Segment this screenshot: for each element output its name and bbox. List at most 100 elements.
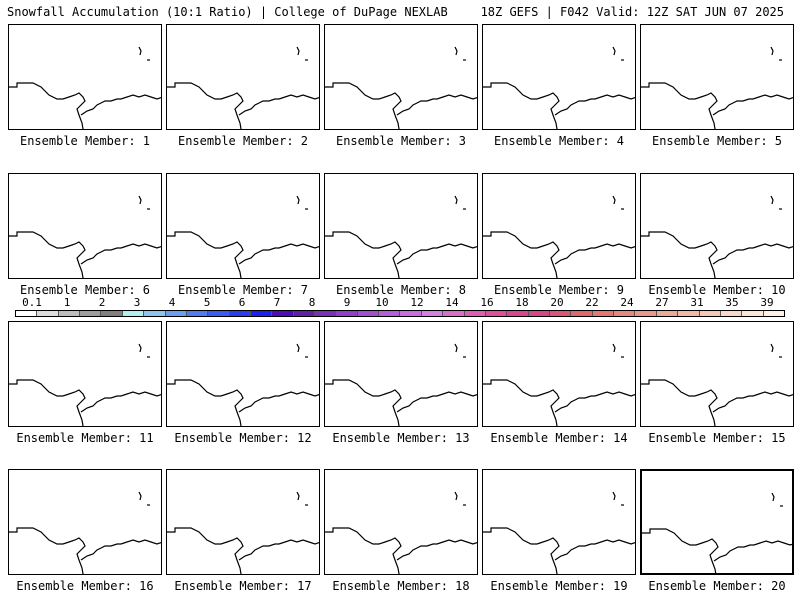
ensemble-member-label: Ensemble Member: 20 <box>648 579 786 593</box>
colorbar-swatch <box>421 311 444 316</box>
ensemble-member-panel[interactable] <box>640 24 794 130</box>
ensemble-member-label: Ensemble Member: 4 <box>493 134 625 148</box>
ensemble-member-panel[interactable] <box>8 173 162 279</box>
ensemble-member-panel[interactable] <box>482 173 636 279</box>
ensemble-member-label: Ensemble Member: 17 <box>174 579 312 593</box>
ensemble-member-panel[interactable] <box>166 321 320 427</box>
colorbar-swatch <box>16 311 38 316</box>
ensemble-member-label: Ensemble Member: 11 <box>16 431 154 445</box>
colorbar-tick-label: 2 <box>98 296 106 309</box>
ensemble-member-panel[interactable] <box>166 469 320 575</box>
colorbar-swatch <box>37 311 59 316</box>
coastline-map <box>483 491 635 574</box>
coastline-map <box>325 343 477 426</box>
chart-title: Snowfall Accumulation (10:1 Ratio) | Col… <box>7 5 448 19</box>
coastline-map <box>641 195 793 278</box>
ensemble-member-label: Ensemble Member: 13 <box>332 431 470 445</box>
colorbar-tick-label: 24 <box>620 296 634 309</box>
ensemble-member-label: Ensemble Member: 5 <box>651 134 783 148</box>
coastline-map <box>325 46 477 129</box>
colorbar-swatch <box>614 311 636 316</box>
colorbar-swatch <box>379 311 401 316</box>
colorbar-swatch <box>144 311 166 316</box>
coastline-map <box>642 492 792 573</box>
ensemble-member-panel[interactable] <box>324 469 478 575</box>
colorbar-swatch <box>400 311 422 316</box>
ensemble-member-panel[interactable] <box>640 469 794 575</box>
coastline-map <box>9 46 161 129</box>
coastline-map <box>9 491 161 574</box>
colorbar-swatch <box>528 311 550 316</box>
colorbar-tick-label: 16 <box>480 296 494 309</box>
colorbar-tick-label: 6 <box>238 296 246 309</box>
colorbar-swatch <box>80 311 102 316</box>
coastline-map <box>641 46 793 129</box>
colorbar-tick-label: 9 <box>343 296 351 309</box>
colorbar-tick-label: 39 <box>760 296 774 309</box>
colorbar-swatch <box>571 311 593 316</box>
ensemble-member-panel[interactable] <box>482 24 636 130</box>
colorbar-swatch <box>592 311 615 316</box>
coastline-map <box>483 343 635 426</box>
ensemble-member-label: Ensemble Member: 10 <box>648 283 786 297</box>
ensemble-member-panel[interactable] <box>482 321 636 427</box>
ensemble-member-label: Ensemble Member: 16 <box>16 579 154 593</box>
ensemble-member-panel[interactable] <box>324 321 478 427</box>
colorbar-swatch <box>315 311 337 316</box>
colorbar-swatch <box>635 311 657 316</box>
ensemble-member-label: Ensemble Member: 3 <box>335 134 467 148</box>
ensemble-member-panel[interactable] <box>482 469 636 575</box>
colorbar-swatch <box>763 311 784 316</box>
colorbar-swatch <box>656 311 679 316</box>
coastline-map <box>167 195 319 278</box>
colorbar-tick-label: 4 <box>168 296 176 309</box>
ensemble-member-panel[interactable] <box>640 173 794 279</box>
ensemble-member-panel[interactable] <box>640 321 794 427</box>
ensemble-member-panel[interactable] <box>166 173 320 279</box>
colorbar-swatch <box>336 311 358 316</box>
ensemble-member-panel[interactable] <box>8 321 162 427</box>
ensemble-member-label: Ensemble Member: 7 <box>177 283 309 297</box>
coastline-map <box>325 195 477 278</box>
ensemble-member-label: Ensemble Member: 14 <box>490 431 628 445</box>
coastline-map <box>641 343 793 426</box>
colorbar-swatch <box>208 311 230 316</box>
colorbar-tick-label: 18 <box>515 296 529 309</box>
coastline-map <box>483 46 635 129</box>
ensemble-member-label: Ensemble Member: 1 <box>19 134 151 148</box>
snowfall-colorbar <box>15 310 785 317</box>
ensemble-member-label: Ensemble Member: 18 <box>332 579 470 593</box>
run-valid-time: 18Z GEFS | F042 Valid: 12Z SAT JUN 07 20… <box>480 5 784 19</box>
colorbar-swatch <box>720 311 743 316</box>
colorbar-swatch <box>549 311 572 316</box>
ensemble-member-panel[interactable] <box>324 173 478 279</box>
coastline-map <box>167 343 319 426</box>
ensemble-member-label: Ensemble Member: 6 <box>19 283 151 297</box>
colorbar-tick-label: 0.1 <box>22 296 42 309</box>
ensemble-member-panel[interactable] <box>8 469 162 575</box>
ensemble-member-panel[interactable] <box>166 24 320 130</box>
colorbar-tick-label: 3 <box>133 296 141 309</box>
ensemble-member-panel[interactable] <box>324 24 478 130</box>
colorbar-tick-label: 27 <box>655 296 669 309</box>
colorbar-swatch <box>699 311 721 316</box>
coastline-map <box>483 195 635 278</box>
coastline-map <box>167 46 319 129</box>
ensemble-member-label: Ensemble Member: 2 <box>177 134 309 148</box>
colorbar-tick-label: 10 <box>375 296 389 309</box>
colorbar-swatch <box>186 311 209 316</box>
colorbar-tick-label: 31 <box>690 296 704 309</box>
colorbar-tick-label: 7 <box>273 296 281 309</box>
coastline-map <box>325 491 477 574</box>
colorbar-swatch <box>272 311 294 316</box>
colorbar-swatch <box>678 311 700 316</box>
ensemble-member-label: Ensemble Member: 12 <box>174 431 312 445</box>
colorbar-tick-label: 20 <box>550 296 564 309</box>
colorbar-swatch <box>357 311 380 316</box>
ensemble-member-label: Ensemble Member: 15 <box>648 431 786 445</box>
ensemble-member-panel[interactable] <box>8 24 162 130</box>
colorbar-swatch <box>165 311 187 316</box>
colorbar-tick-label: 8 <box>308 296 316 309</box>
ensemble-member-label: Ensemble Member: 8 <box>335 283 467 297</box>
colorbar-swatch <box>464 311 486 316</box>
